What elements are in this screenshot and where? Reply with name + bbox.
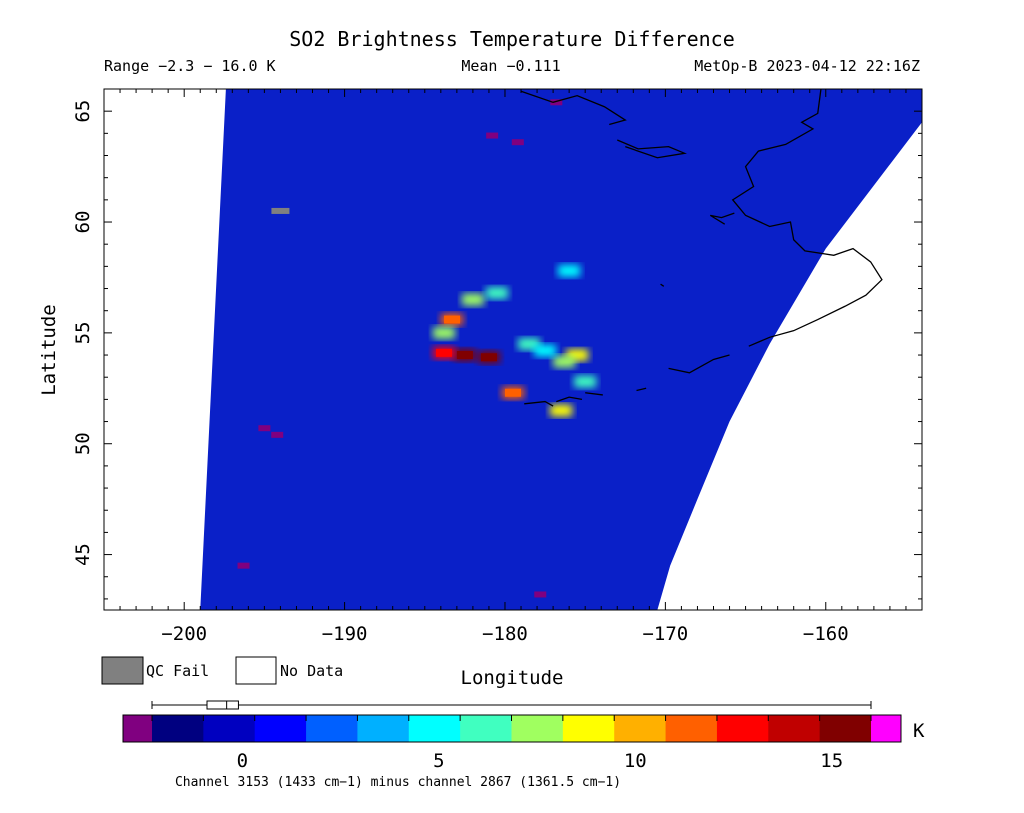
no-data-swatch: [235, 656, 277, 685]
y-tick-label: 60: [72, 211, 94, 234]
colorbar-unit: K: [913, 720, 925, 742]
data-marks: [237, 99, 597, 598]
qc-fail-label: QC Fail: [146, 662, 209, 680]
plume-cell: [553, 355, 576, 368]
low-value-cell: [271, 431, 284, 438]
coastline: [520, 90, 627, 126]
low-value-cell: [511, 139, 524, 146]
satellite-timestamp: MetOp-B 2023-04-12 22:16Z: [694, 57, 920, 75]
qc-fail-swatch: [101, 656, 144, 685]
x-tick-label: −190: [322, 623, 368, 645]
qc-legend: QC Fail No Data: [101, 656, 343, 685]
chart-title: SO2 Brightness Temperature Difference: [289, 27, 735, 51]
no-data-label: No Data: [280, 662, 343, 680]
coastline: [709, 212, 735, 225]
colorbar-tick-label: 0: [237, 750, 248, 772]
plume-core-cell: [480, 353, 497, 362]
y-tick-label: 50: [72, 432, 94, 455]
x-tick-label: −200: [161, 623, 207, 645]
coastline: [556, 396, 583, 403]
coastline: [617, 139, 687, 159]
x-tick-label: −170: [642, 623, 688, 645]
low-value-cell: [534, 591, 547, 598]
x-tick-label: −180: [482, 623, 528, 645]
coastline: [731, 89, 883, 347]
range-label: Range −2.3 − 16.0 K: [104, 57, 276, 75]
y-tick-label: 55: [72, 321, 94, 344]
colorbar: 0 5 10 15: [122, 714, 902, 772]
swath-area: [200, 89, 922, 610]
colorbar-frame: [122, 714, 902, 743]
colorbar-segment: [819, 715, 872, 742]
x-tick-label: −160: [803, 623, 849, 645]
colorbar-segment: [562, 715, 615, 742]
x-axis-label: Longitude: [461, 667, 564, 689]
plume-core-cell: [444, 315, 461, 324]
colorbar-tick-label: 5: [433, 750, 444, 772]
colorbar-segment: [716, 715, 769, 742]
distribution-boxplot: [151, 700, 872, 710]
satellite-swath: [200, 89, 922, 610]
plume-cell: [485, 286, 508, 299]
plume-cell: [433, 326, 456, 339]
low-value-cell: [237, 562, 250, 569]
colorbar-segment: [152, 715, 204, 742]
colorbar-tick-label: 10: [624, 750, 647, 772]
colorbar-segment: [254, 715, 307, 742]
plume-cell: [558, 264, 581, 277]
plume-cell: [574, 375, 597, 388]
plot-frame: [103, 88, 923, 611]
colorbar-segment: [768, 715, 821, 742]
plume-cell: [461, 293, 484, 306]
colorbar-under-swatch: [123, 715, 152, 742]
plume-cell: [550, 404, 573, 417]
colorbar-segment: [357, 715, 410, 742]
qc-fail-cell: [271, 207, 290, 214]
axes: −200 −190 −180 −170 −160 45 50 55 60 65: [72, 88, 923, 645]
mean-label: Mean −0.111: [461, 57, 560, 75]
coastline: [524, 400, 554, 407]
colorbar-over-swatch: [871, 715, 901, 742]
colorbar-segment: [614, 715, 667, 742]
colorbar-segment: [665, 715, 718, 742]
coastline: [636, 387, 647, 392]
colorbar-segment: [306, 715, 358, 742]
coastline: [660, 283, 665, 287]
low-value-cell: [550, 99, 563, 106]
y-axis-label: Latitude: [38, 304, 60, 396]
colorbar-segment: [511, 715, 564, 742]
map-plot-area: [200, 89, 922, 610]
colorbar-segment: [203, 715, 256, 742]
coastlines: [520, 89, 883, 407]
coastline: [585, 392, 603, 396]
y-tick-label: 45: [72, 543, 94, 566]
plume-core-cell: [456, 351, 473, 360]
coastline: [668, 354, 730, 374]
low-value-cell: [486, 132, 499, 139]
y-tick-label: 65: [72, 100, 94, 123]
colorbar-segment: [460, 715, 512, 742]
plume-core-cell: [505, 388, 521, 397]
boxplot-box: [206, 700, 239, 710]
channel-footer: Channel 3153 (1433 cm−1) minus channel 2…: [175, 775, 621, 790]
plume-cell: [534, 344, 557, 357]
low-value-cell: [258, 425, 271, 432]
plume-core-cell: [436, 348, 453, 357]
colorbar-tick-label: 15: [820, 750, 843, 772]
colorbar-segment: [408, 715, 461, 742]
